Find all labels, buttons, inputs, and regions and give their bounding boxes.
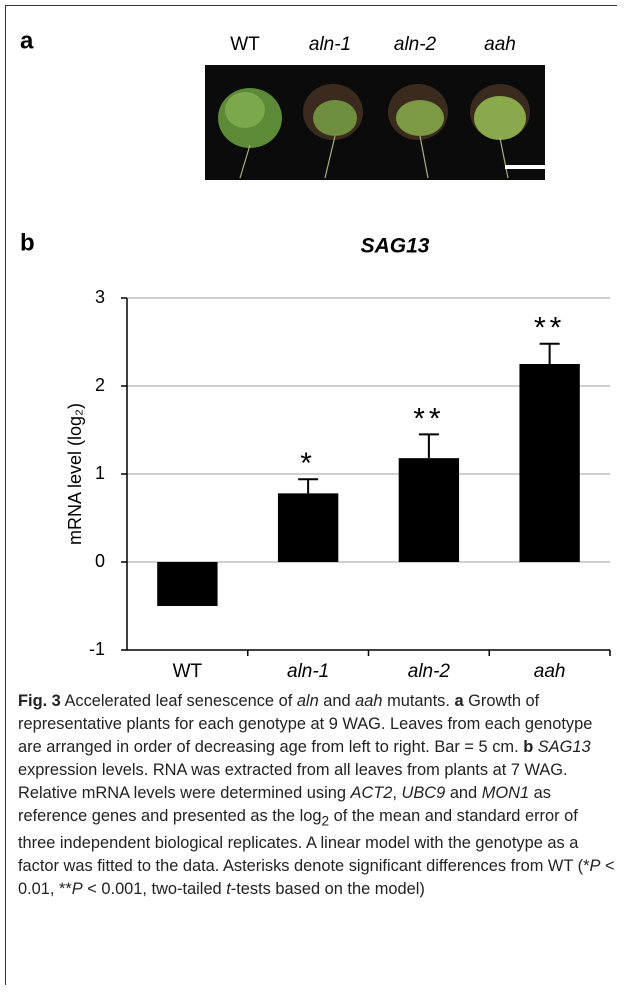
- caption-text: 2: [321, 813, 329, 828]
- caption-text: Fig. 3: [18, 692, 61, 710]
- chart-title: SAG13: [361, 235, 430, 258]
- y-tick-label: 1: [95, 463, 105, 483]
- panel-label: a: [20, 27, 34, 54]
- x-tick-label: aln-2: [408, 661, 451, 682]
- bar: [278, 493, 338, 562]
- significance-label: **: [534, 312, 565, 345]
- genotype-label: aah: [484, 34, 516, 55]
- bar: [399, 458, 459, 562]
- caption-text: P: [590, 857, 601, 875]
- plant-photo: [205, 65, 545, 180]
- bar: [519, 364, 579, 562]
- caption-text: MON1: [482, 784, 529, 802]
- error-bar: [298, 479, 318, 493]
- figure: a WT aln-1 aln-2 aah b SAG13 mRNA level (l…: [0, 0, 625, 690]
- caption-text: Accelerated leaf senescence of: [61, 692, 297, 710]
- panel-label: b: [20, 229, 35, 256]
- y-axis-label: mRNA level (log₂): [65, 403, 85, 545]
- caption-text: b: [523, 738, 533, 756]
- error-bar: [419, 434, 439, 458]
- caption-text: and: [445, 784, 481, 802]
- significance-label: *: [300, 447, 316, 480]
- x-tick-label: WT: [173, 661, 203, 682]
- error-bar: [540, 344, 560, 364]
- genotype-label: aln-2: [394, 34, 437, 55]
- caption-text: P: [72, 880, 83, 898]
- significance-label: **: [413, 402, 444, 435]
- caption-text: a: [454, 692, 463, 710]
- y-tick-label: 2: [95, 375, 105, 395]
- caption-text: aah: [355, 692, 382, 710]
- caption-text: and: [319, 692, 355, 710]
- x-tick-label: aln-1: [287, 661, 329, 682]
- genotype-label: aln-1: [309, 34, 351, 55]
- caption-text: aln: [297, 692, 319, 710]
- page: a WT aln-1 aln-2 aah bSAG13mRNA level (l…: [0, 0, 625, 993]
- caption-text: ACT2: [351, 784, 393, 802]
- y-tick-label: -1: [89, 639, 105, 659]
- caption: Fig. 3 Accelerated leaf senescence of al…: [18, 690, 618, 901]
- y-tick-label: 3: [95, 287, 105, 307]
- caption-text: < 0.001, two-tailed: [83, 880, 227, 898]
- caption-text: mutants.: [383, 692, 455, 710]
- x-tick-label: aah: [534, 661, 566, 682]
- genotype-label: WT: [230, 34, 260, 55]
- y-tick-label: 0: [95, 551, 105, 571]
- caption-text: -tests based on the model): [231, 880, 425, 898]
- caption-text: ,: [392, 784, 401, 802]
- caption-text: UBC9: [402, 784, 446, 802]
- caption-text: SAG13: [538, 738, 591, 756]
